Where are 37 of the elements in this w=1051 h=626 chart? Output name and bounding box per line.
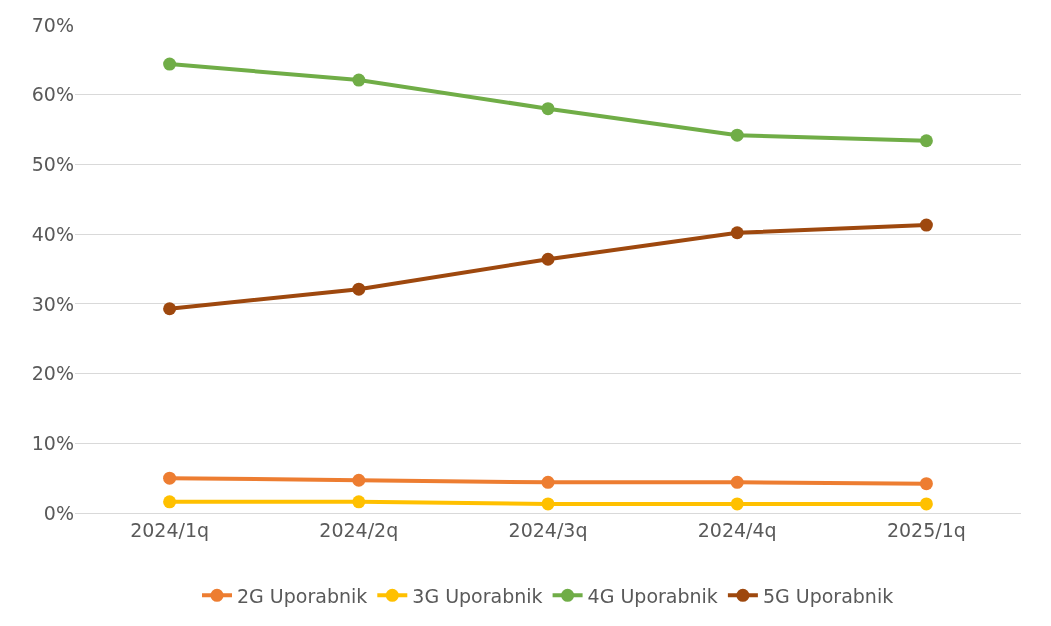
legend-label: 2G Uporabnik [237, 584, 368, 607]
legend-label: 5G Uporabnik [762, 584, 894, 607]
legend-label: 3G Uporabnik [412, 584, 543, 607]
point [163, 57, 177, 71]
y-tick-label: 60% [31, 83, 74, 106]
y-tick-label: 10% [31, 431, 74, 454]
point [730, 226, 744, 240]
point [541, 102, 555, 116]
point [163, 302, 177, 316]
point [919, 497, 933, 511]
point [730, 475, 744, 489]
y-tick-label: 20% [31, 362, 74, 385]
y-tick-label: 40% [31, 222, 74, 245]
point [352, 473, 366, 487]
point [919, 134, 933, 148]
point [730, 497, 744, 511]
x-tick-label: 2024/4q [697, 518, 777, 541]
point [730, 128, 744, 142]
point [541, 252, 555, 266]
point [352, 282, 366, 296]
point [541, 475, 555, 489]
legend-label: 4G Uporabnik [587, 584, 718, 607]
x-tick-label: 2024/1q [130, 518, 210, 541]
x-tick-label: 2024/3q [508, 518, 588, 541]
point [163, 495, 177, 509]
point [919, 477, 933, 491]
y-tick-label: 30% [31, 292, 74, 315]
y-tick-label: 50% [31, 153, 74, 176]
point [541, 497, 555, 511]
point [919, 218, 933, 232]
x-tick-label: 2025/1q [886, 518, 966, 541]
point [163, 471, 177, 485]
x-tick-label: 2024/2q [319, 518, 399, 541]
point [352, 495, 366, 509]
y-tick-label: 0% [43, 501, 74, 524]
y-tick-label: 70% [31, 13, 74, 36]
point [352, 73, 366, 87]
